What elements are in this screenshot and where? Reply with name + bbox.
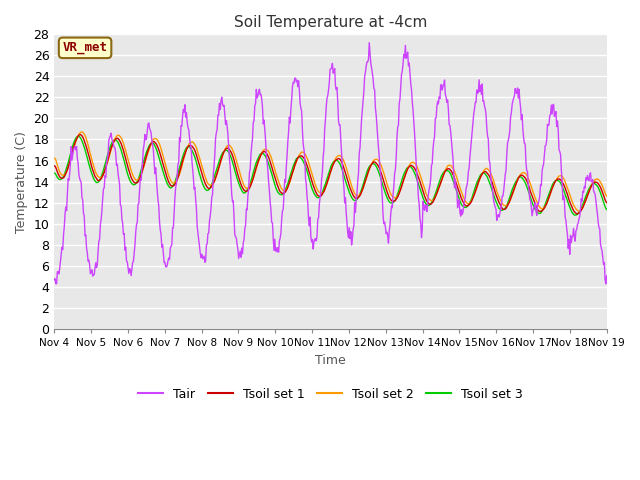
Text: VR_met: VR_met xyxy=(63,41,108,54)
Title: Soil Temperature at -4cm: Soil Temperature at -4cm xyxy=(234,15,427,30)
Legend: Tair, Tsoil set 1, Tsoil set 2, Tsoil set 3: Tair, Tsoil set 1, Tsoil set 2, Tsoil se… xyxy=(133,383,528,406)
X-axis label: Time: Time xyxy=(315,354,346,367)
Y-axis label: Temperature (C): Temperature (C) xyxy=(15,131,28,233)
